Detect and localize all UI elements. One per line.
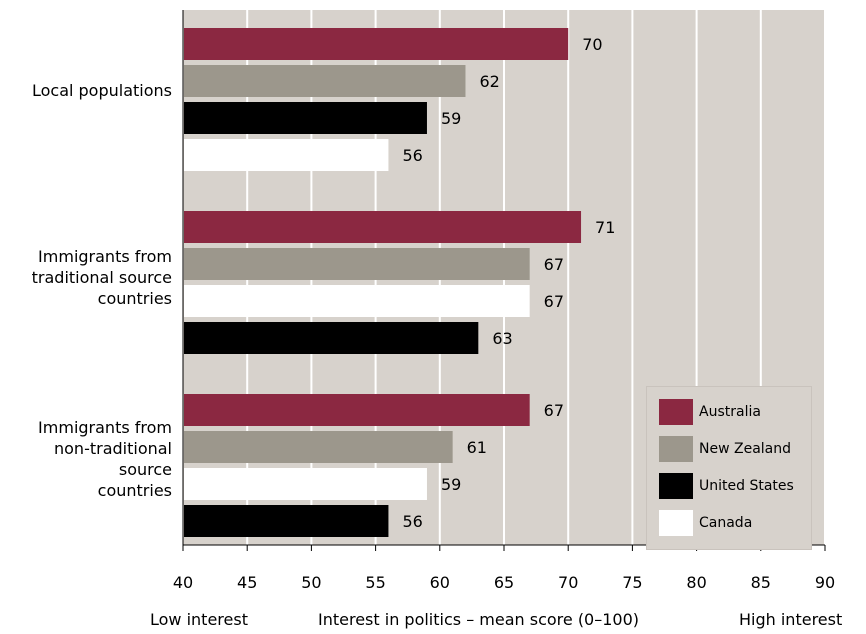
bar-value-label: 56: [402, 146, 422, 165]
x-tick-label: 45: [237, 573, 257, 592]
x-tick-label: 90: [815, 573, 835, 592]
legend-label-canada: Canada: [699, 515, 753, 531]
legend-swatch-canada: [659, 510, 693, 536]
x-tick-label: 80: [686, 573, 706, 592]
bar-canada: [184, 139, 389, 171]
x-label-high: High interest: [739, 610, 843, 629]
legend-item-canada: Canada: [659, 510, 752, 536]
legend-item-new-zealand: New Zealand: [659, 436, 791, 462]
x-axis-label: Interest in politics – mean score (0–100…: [318, 610, 640, 629]
bar-value-label: 56: [402, 512, 422, 531]
x-label-low: Low interest: [150, 610, 248, 629]
x-tick-label: 60: [430, 573, 450, 592]
bar-united-states: [184, 322, 479, 354]
category-label-local: Local populations: [31, 81, 172, 100]
legend-label-australia: Australia: [699, 404, 761, 420]
bar-canada: [184, 468, 427, 500]
legend-item-australia: Australia: [659, 399, 761, 425]
bar-australia: [184, 28, 569, 60]
bar-value-label: 62: [479, 72, 499, 91]
x-tick-label: 65: [494, 573, 514, 592]
bar-value-label: 71: [595, 218, 615, 237]
bar-new-zealand: [184, 65, 466, 97]
legend-label-united-states: United States: [699, 478, 794, 494]
legend-item-united-states: United States: [659, 473, 794, 499]
bar-value-label: 67: [544, 401, 564, 420]
bar-value-label: 63: [492, 329, 512, 348]
legend-swatch-united-states: [659, 473, 693, 499]
bar-australia: [184, 211, 582, 243]
bar-united-states: [184, 102, 427, 134]
x-tick-label: 85: [751, 573, 771, 592]
bar-value-label: 61: [467, 438, 487, 457]
bar-value-label: 67: [544, 255, 564, 274]
bar-value-label: 59: [441, 109, 461, 128]
legend-swatch-australia: [659, 399, 693, 425]
x-tick-label: 70: [558, 573, 578, 592]
bar-new-zealand: [184, 431, 453, 463]
category-label-nontraditional: Immigrants from non-traditional source c…: [38, 418, 172, 500]
legend-swatch-new-zealand: [659, 436, 693, 462]
bar-canada: [184, 285, 530, 317]
bar-australia: [184, 394, 530, 426]
category-label-traditional: Immigrants from traditional source count…: [31, 247, 172, 308]
bar-value-label: 67: [544, 292, 564, 311]
bar-united-states: [184, 505, 389, 537]
bar-value-label: 59: [441, 475, 461, 494]
bar-value-label: 70: [582, 35, 602, 54]
x-tick-label: 40: [173, 573, 193, 592]
x-tick-label: 50: [301, 573, 321, 592]
x-tick-label: 55: [365, 573, 385, 592]
x-tick-label: 75: [622, 573, 642, 592]
bar-new-zealand: [184, 248, 530, 280]
legend-label-new-zealand: New Zealand: [699, 441, 791, 457]
legend: Australia New Zealand United States Cana…: [646, 386, 812, 550]
